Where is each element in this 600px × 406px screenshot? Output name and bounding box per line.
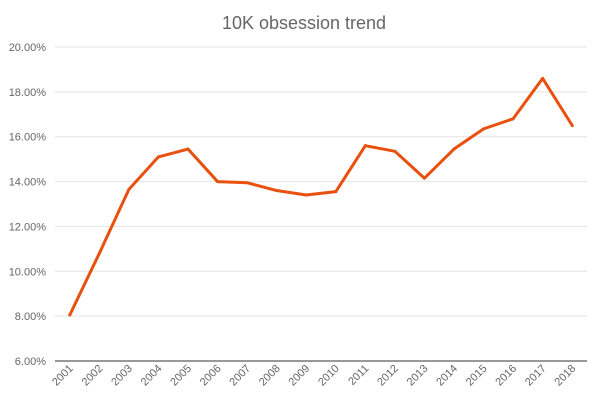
gridlines (55, 46, 587, 317)
x-tick-label: 2015 (464, 363, 490, 389)
data-point (393, 149, 397, 153)
data-point (186, 147, 190, 151)
x-tick-label: 2002 (80, 363, 106, 389)
x-tick-label: 2017 (523, 363, 549, 389)
x-axis-tick-labels: 2001 2002 2003 2004 2005 2006 2007 2008 2009 2010… (50, 363, 578, 389)
x-tick-label: 2007 (227, 363, 253, 389)
x-tick-label: 2011 (346, 363, 371, 388)
y-tick-label: 14.00% (9, 177, 47, 189)
series-line (68, 76, 574, 317)
data-point (482, 127, 486, 131)
data-point (511, 117, 515, 121)
x-tick-label: 2014 (434, 363, 460, 389)
x-tick-label: 2001 (50, 363, 76, 389)
x-tick-label: 2016 (493, 363, 519, 389)
data-point (216, 180, 220, 184)
x-tick-label: 2012 (375, 363, 401, 389)
y-tick-label: 10.00% (9, 266, 47, 278)
x-tick-label: 2004 (139, 363, 165, 389)
y-tick-label: 20.00% (9, 42, 47, 54)
data-point (304, 193, 308, 197)
x-tick-label: 2013 (405, 363, 431, 389)
data-point (97, 251, 101, 255)
y-tick-label: 18.00% (9, 87, 47, 99)
data-point (68, 313, 72, 317)
chart-title: 10K obsession trend (222, 13, 386, 33)
y-tick-label: 16.00% (9, 132, 47, 144)
data-point (363, 144, 367, 148)
data-point (156, 155, 160, 159)
series-layer (68, 76, 574, 317)
data-point (127, 187, 131, 191)
data-point (541, 76, 545, 80)
x-tick-label: 2006 (198, 363, 224, 389)
y-axis-tick-labels: 6.00% 8.00% 10.00% 12.00% 14.00% 16.00% 18.00%… (9, 42, 47, 368)
y-tick-label: 8.00% (15, 311, 46, 323)
data-point (275, 189, 279, 193)
y-tick-label: 12.00% (9, 221, 47, 233)
x-tick-label: 2008 (257, 363, 283, 389)
data-point (452, 147, 456, 151)
x-tick-label: 2009 (287, 363, 313, 389)
y-tick-label: 6.00% (15, 356, 46, 368)
x-tick-label: 2005 (168, 363, 194, 389)
data-point (245, 181, 249, 185)
data-point (334, 190, 338, 194)
x-tick-label: 2018 (553, 363, 579, 389)
x-tick-label: 2010 (316, 363, 342, 389)
x-tick-label: 2003 (109, 363, 135, 389)
data-point (422, 176, 426, 180)
data-point (570, 124, 574, 127)
